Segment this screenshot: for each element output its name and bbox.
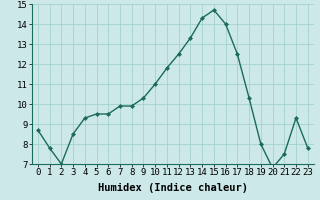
X-axis label: Humidex (Indice chaleur): Humidex (Indice chaleur) bbox=[98, 183, 248, 193]
